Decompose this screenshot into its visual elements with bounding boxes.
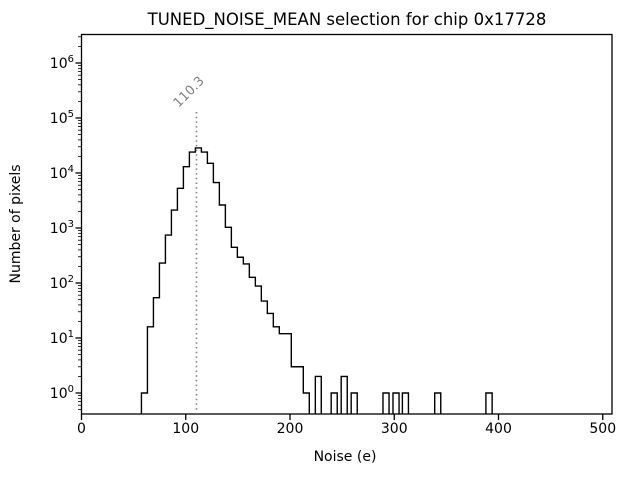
y-tick-label-1e2: 102 <box>50 274 74 292</box>
y-tick-label-1e1: 101 <box>50 329 74 347</box>
y-tick-label-1e6: 106 <box>50 54 74 72</box>
x-axis-label: Noise (e) <box>314 449 377 465</box>
histogram-series <box>140 147 493 414</box>
x-tick-label-0: 0 <box>77 421 86 437</box>
y-axis-label: Number of pixels <box>8 164 24 283</box>
y-tick-label-1e3: 103 <box>50 219 74 237</box>
x-axis-major-ticks: 0 100 200 300 400 500 <box>77 414 616 437</box>
y-tick-label-1e4: 104 <box>50 164 74 182</box>
x-tick-label-100: 100 <box>172 421 199 437</box>
x-tick-label-500: 500 <box>589 421 616 437</box>
y-axis-minor-ticks <box>78 36 82 410</box>
x-tick-label-400: 400 <box>485 421 512 437</box>
vline-annotation-label: 110.3 <box>171 74 208 111</box>
chart-title: TUNED_NOISE_MEAN selection for chip 0x17… <box>147 10 547 30</box>
y-axis-major-ticks: 100 101 102 103 104 105 106 <box>50 54 82 402</box>
x-tick-label-300: 300 <box>381 421 408 437</box>
y-tick-label-1e0: 100 <box>50 384 74 402</box>
y-tick-label-1e5: 105 <box>50 109 74 127</box>
plot-frame <box>80 33 613 415</box>
x-tick-label-200: 200 <box>277 421 304 437</box>
